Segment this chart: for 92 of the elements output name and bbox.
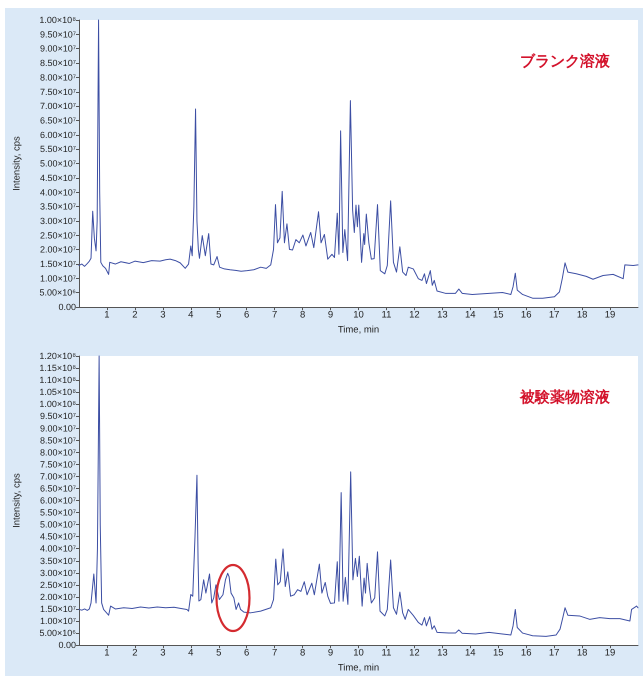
y-tick-label: 9.50×10⁷ bbox=[40, 411, 76, 422]
x-tick-label: 10 bbox=[353, 310, 364, 321]
y-tick-label: 9.00×10⁷ bbox=[40, 423, 76, 434]
x-tick-label: 15 bbox=[492, 310, 504, 321]
x-tick-label: 6 bbox=[244, 310, 250, 321]
x-tick-label: 16 bbox=[520, 310, 532, 321]
annotation: ブランク溶液 bbox=[520, 52, 611, 70]
x-tick-label: 15 bbox=[492, 648, 504, 659]
x-tick-label: 14 bbox=[465, 310, 476, 321]
x-tick-label: 13 bbox=[437, 648, 448, 659]
y-tick-label: 4.50×10⁷ bbox=[40, 532, 76, 542]
y-tick-label: 7.00×10⁷ bbox=[40, 471, 76, 482]
x-tick-label: 8 bbox=[300, 648, 306, 659]
x-tick-label: 8 bbox=[300, 310, 306, 321]
x-tick-label: 17 bbox=[548, 310, 560, 321]
x-tick-label: 12 bbox=[409, 648, 420, 659]
y-axis-title: Intensity, cps bbox=[12, 472, 22, 528]
x-axis-title: Time, min bbox=[338, 324, 380, 336]
y-tick-label: 2.00×10⁷ bbox=[40, 244, 76, 255]
y-tick-label: 8.00×10⁷ bbox=[40, 72, 76, 82]
y-tick-label: 2.50×10⁷ bbox=[40, 580, 76, 590]
y-tick-label: 1.05×10⁸ bbox=[39, 387, 76, 398]
y-tick-label: 2.50×10⁷ bbox=[40, 230, 76, 240]
x-tick-label: 11 bbox=[382, 310, 392, 321]
x-tick-label: 2 bbox=[132, 648, 138, 659]
x-tick-label: 19 bbox=[604, 648, 616, 659]
y-tick-label: 1.10×10⁸ bbox=[39, 375, 76, 386]
x-tick-label: 3 bbox=[160, 648, 166, 659]
y-tick-label: 6.50×10⁷ bbox=[40, 115, 76, 126]
x-tick-label: 1 bbox=[104, 310, 110, 321]
y-tick-label: 6.00×10⁷ bbox=[40, 496, 76, 506]
y-tick-label: 3.50×10⁷ bbox=[40, 202, 76, 212]
y-tick-label: 4.50×10⁷ bbox=[40, 172, 76, 183]
x-tick-label: 9 bbox=[328, 310, 334, 321]
y-tick-label: 0.00 bbox=[58, 640, 76, 650]
y-tick-label: 8.50×10⁷ bbox=[40, 58, 76, 68]
y-tick-label: 4.00×10⁷ bbox=[40, 544, 76, 554]
y-tick-label: 8.00×10⁷ bbox=[40, 447, 76, 458]
y-tick-label: 5.00×10⁶ bbox=[40, 628, 76, 638]
y-tick-label: 5.50×10⁷ bbox=[40, 508, 76, 518]
y-tick-label: 5.00×10⁶ bbox=[40, 288, 76, 298]
y-tick-label: 7.50×10⁷ bbox=[40, 86, 76, 97]
y-tick-label: 1.00×10⁸ bbox=[39, 399, 76, 410]
x-tick-label: 10 bbox=[353, 648, 364, 659]
y-tick-label: 6.00×10⁷ bbox=[40, 130, 76, 140]
x-tick-label: 13 bbox=[437, 310, 448, 321]
y-tick-label: 1.15×10⁸ bbox=[39, 363, 76, 374]
y-tick-label: 5.00×10⁷ bbox=[40, 520, 76, 530]
x-tick-label: 6 bbox=[244, 648, 250, 659]
y-tick-label: 1.50×10⁷ bbox=[40, 259, 76, 270]
y-tick-label: 1.00×10⁷ bbox=[40, 273, 76, 284]
x-tick-label: 19 bbox=[604, 310, 616, 321]
x-tick-label: 11 bbox=[382, 648, 392, 659]
line-series bbox=[78, 356, 638, 637]
x-tick-label: 5 bbox=[216, 310, 222, 321]
x-tick-label: 5 bbox=[216, 648, 222, 659]
y-tick-label: 8.50×10⁷ bbox=[40, 435, 76, 446]
x-tick-label: 18 bbox=[576, 648, 588, 659]
x-tick-label: 17 bbox=[548, 648, 560, 659]
x-tick-label: 14 bbox=[465, 648, 476, 659]
line-series bbox=[78, 20, 638, 299]
x-tick-label: 7 bbox=[272, 648, 278, 659]
x-axis-title: Time, min bbox=[338, 662, 380, 674]
y-tick-label: 9.00×10⁷ bbox=[40, 44, 76, 54]
y-tick-label: 1.50×10⁷ bbox=[40, 604, 76, 614]
y-tick-label: 1.00×10⁸ bbox=[39, 15, 76, 25]
y-tick-label: 5.00×10⁷ bbox=[40, 158, 76, 169]
y-tick-label: 7.00×10⁷ bbox=[40, 101, 76, 112]
y-tick-label: 7.50×10⁷ bbox=[40, 459, 76, 470]
x-tick-label: 18 bbox=[576, 310, 588, 321]
y-tick-label: 1.00×10⁷ bbox=[40, 616, 76, 626]
x-tick-label: 2 bbox=[132, 310, 138, 321]
y-tick-label: 4.00×10⁷ bbox=[40, 187, 76, 198]
annotation: 被験薬物溶液 bbox=[519, 388, 611, 406]
y-tick-label: 5.50×10⁷ bbox=[40, 144, 76, 154]
y-axis-title: Intensity, cps bbox=[12, 136, 22, 191]
y-tick-label: 9.50×10⁷ bbox=[40, 29, 76, 40]
y-tick-label: 1.20×10⁸ bbox=[39, 351, 76, 361]
x-tick-label: 4 bbox=[188, 648, 194, 659]
y-tick-label: 3.00×10⁷ bbox=[40, 216, 76, 226]
x-tick-label: 3 bbox=[160, 310, 166, 321]
x-tick-label: 9 bbox=[328, 648, 334, 659]
x-tick-label: 4 bbox=[188, 310, 194, 321]
x-tick-label: 7 bbox=[272, 310, 278, 321]
y-tick-label: 3.50×10⁷ bbox=[40, 556, 76, 566]
x-tick-label: 1 bbox=[104, 648, 110, 659]
y-tick-label: 0.00 bbox=[58, 302, 76, 312]
x-tick-label: 12 bbox=[409, 310, 420, 321]
y-tick-label: 6.50×10⁷ bbox=[40, 484, 76, 494]
x-tick-label: 16 bbox=[520, 648, 532, 659]
y-tick-label: 3.00×10⁷ bbox=[40, 568, 76, 578]
y-tick-label: 2.00×10⁷ bbox=[40, 592, 76, 602]
